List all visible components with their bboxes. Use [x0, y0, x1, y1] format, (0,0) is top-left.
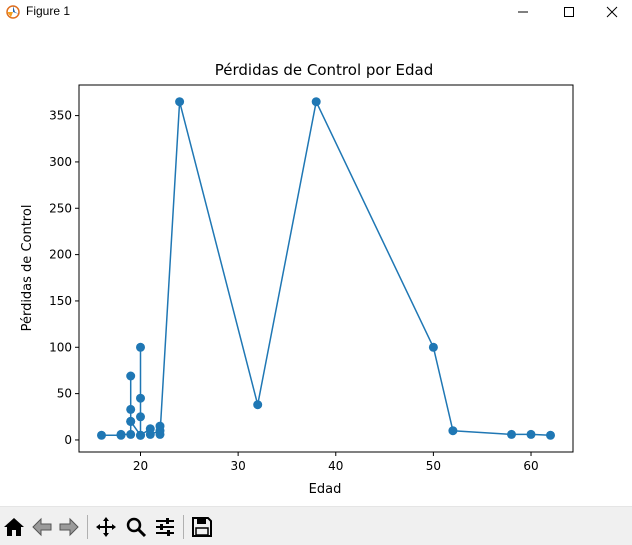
y-tick-label: 250 [49, 201, 72, 215]
y-tick-label: 350 [49, 109, 72, 123]
y-tick-label: 200 [49, 248, 72, 262]
series-line [101, 100, 551, 437]
save-icon [192, 517, 212, 537]
y-tick-label: 150 [49, 294, 72, 308]
x-tick-label: 30 [230, 459, 245, 473]
data-point [126, 404, 136, 414]
chart-title: Pérdidas de Control por Edad [215, 61, 433, 79]
pan-icon [96, 517, 116, 537]
data-point [155, 429, 165, 439]
close-icon [606, 6, 618, 18]
data-point [126, 371, 136, 381]
configure-subplots-button[interactable] [153, 515, 177, 539]
data-point [155, 421, 165, 431]
data-point [126, 429, 136, 439]
data-point [97, 430, 106, 440]
data-point [526, 429, 536, 439]
y-tick-label: 100 [49, 340, 72, 354]
data-point [136, 430, 145, 440]
configure-subplots-icon [156, 518, 174, 536]
navigation-toolbar [0, 506, 632, 545]
pan-button[interactable] [94, 515, 118, 539]
toolbar-separator [183, 515, 184, 539]
zoom-icon [126, 517, 147, 538]
title-bar: Figure 1 [0, 0, 632, 24]
data-point [507, 429, 516, 439]
back-button[interactable] [30, 515, 54, 539]
maximize-button[interactable] [546, 0, 592, 24]
toolbar-separator [87, 515, 88, 539]
x-tick-label: 20 [133, 459, 148, 473]
data-point [145, 429, 155, 439]
data-point [311, 97, 321, 107]
data-point [136, 393, 145, 403]
x-tick-label: 50 [426, 459, 441, 473]
save-button[interactable] [190, 515, 214, 539]
window-title: Figure 1 [26, 4, 71, 18]
data-point [428, 342, 438, 352]
data-point [175, 97, 185, 107]
data-point [116, 429, 126, 439]
maximize-icon [564, 7, 574, 17]
forward-icon [59, 517, 79, 537]
x-tick-label: 40 [328, 459, 343, 473]
data-point [448, 426, 458, 436]
zoom-button[interactable] [124, 515, 148, 539]
plot-frame [78, 84, 574, 453]
close-button[interactable] [589, 0, 632, 24]
home-button[interactable] [2, 515, 26, 539]
x-tick-label: 60 [523, 459, 538, 473]
y-tick-label: 0 [64, 433, 72, 447]
x-axis-label: Edad [309, 482, 342, 497]
data-point [253, 400, 263, 410]
data-point [126, 416, 136, 426]
figure-canvas[interactable]: Pérdidas de Control por Edad 20 30 40 50 60 … [0, 24, 632, 506]
line-chart: Pérdidas de Control por Edad 20 30 40 50 60 … [20, 61, 574, 497]
y-tick-label: 300 [49, 155, 72, 169]
y-tick-label: 50 [57, 387, 72, 401]
forward-button[interactable] [57, 515, 81, 539]
home-icon [4, 518, 24, 536]
y-axis-label: Pérdidas de Control [20, 205, 35, 332]
minimize-button[interactable] [500, 0, 546, 24]
data-point [136, 342, 145, 352]
data-point [136, 412, 145, 422]
minimize-icon [518, 11, 528, 13]
data-point [546, 430, 555, 440]
app-icon [6, 5, 20, 19]
back-icon [32, 517, 52, 537]
